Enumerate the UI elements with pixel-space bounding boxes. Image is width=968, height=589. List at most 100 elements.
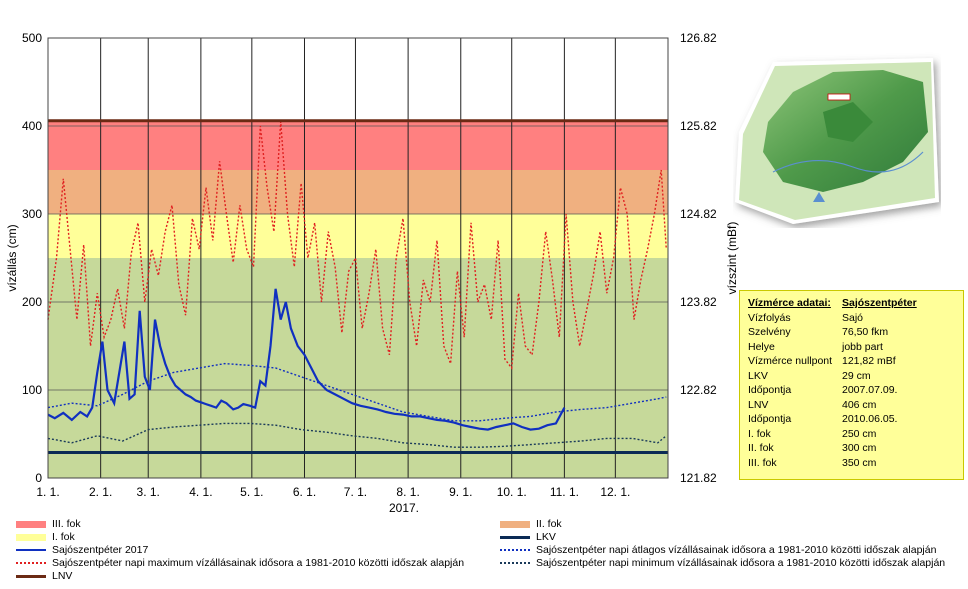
gauge-info-box: Vízmérce adatai: Sajószentpéter Vízfolyá…: [739, 290, 964, 480]
x-tick-label: 10. 1.: [497, 485, 527, 499]
y-tick-label: 500: [22, 31, 42, 45]
info-key: Időpontja: [748, 413, 792, 425]
legend-swatch: [16, 562, 46, 564]
x-tick-label: 5. 1.: [240, 485, 263, 499]
band-iii--fok: [48, 120, 668, 170]
info-row: LNV 406 cm: [748, 398, 963, 413]
info-header: Vízmérce adatai: Sajószentpéter: [748, 296, 963, 311]
info-value: 250 cm: [842, 427, 877, 440]
x-tick-label: 7. 1.: [344, 485, 367, 499]
y2-axis-ticks: 121.82 122.82 123.82 124.82 125.82 126.82: [680, 31, 717, 485]
info-key: Vízmérce nullpont: [748, 355, 833, 367]
y-tick-label: 300: [22, 207, 42, 221]
x-tick-label: 8. 1.: [396, 485, 419, 499]
legend-swatch: [500, 520, 530, 528]
legend-swatch: [16, 533, 46, 541]
info-key: Helye: [748, 340, 775, 353]
info-value: 121,82 mBf: [842, 355, 896, 367]
y2-tick-label: 123.82: [680, 295, 717, 309]
y-tick-label: 100: [22, 383, 42, 397]
legend-label: Sajószentpéter napi átlagos vízállásaina…: [536, 544, 937, 556]
x-tick-label: 12. 1.: [600, 485, 630, 499]
chart-legend: III. fok II. fok I. fok LKV Sajószentpét…: [0, 514, 968, 589]
legend-swatch: [500, 535, 530, 539]
legend-label: LNV: [52, 570, 73, 582]
info-row: III. fok 350 cm: [748, 456, 963, 471]
legend-swatch: [16, 520, 46, 528]
info-value: 29 cm: [842, 369, 871, 382]
info-row: Időpontja 2010.06.05.: [748, 412, 963, 427]
info-row: Vízfolyás Sajó: [748, 311, 963, 326]
legend-swatch: [500, 549, 530, 551]
info-key: I. fok: [748, 427, 771, 440]
y2-tick-label: 121.82: [680, 471, 717, 485]
plot-frame: [47, 37, 669, 479]
y2-tick-label: 125.82: [680, 119, 717, 133]
legend-label: II. fok: [536, 518, 562, 530]
info-row: I. fok 250 cm: [748, 427, 963, 442]
y-tick-label: 400: [22, 119, 42, 133]
legend-item-i-fok: I. fok: [16, 531, 75, 543]
y2-tick-label: 124.82: [680, 207, 717, 221]
info-value: 406 cm: [842, 398, 877, 411]
alert-bands: [48, 120, 668, 478]
x-tick-label: 9. 1.: [449, 485, 472, 499]
y2-tick-label: 122.82: [680, 383, 717, 397]
info-row: II. fok 300 cm: [748, 441, 963, 456]
info-key: Szelvény: [748, 326, 791, 338]
region-map-image: [735, 58, 939, 224]
reference-lines: [48, 119, 668, 454]
info-key: II. fok: [748, 442, 774, 454]
band-ii--fok: [48, 170, 668, 214]
y-axis-ticks: 0 100 200 300 400 500: [22, 31, 42, 485]
info-row: Szelvény 76,50 fkm: [748, 325, 963, 340]
x-tick-label: 3. 1.: [137, 485, 160, 499]
x-tick-label: 1. 1.: [36, 485, 59, 499]
water-level-chart: 0 100 200 300 400 500 121.82 122.82 123.82 124.8…: [5, 31, 739, 514]
info-row: Vízmérce nullpont 121,82 mBf: [748, 354, 963, 369]
x-tick-label: 2. 1.: [89, 485, 112, 499]
legend-label: LKV: [536, 531, 556, 543]
info-key: III. fok: [748, 456, 777, 469]
info-key: Vízfolyás: [748, 311, 791, 324]
legend-label: III. fok: [52, 518, 81, 530]
legend-item-lkv: LKV: [500, 531, 556, 543]
info-header-key: Vízmérce adatai:: [748, 297, 831, 309]
legend-label: Sajószentpéter napi minimum vízállásaina…: [536, 557, 946, 569]
legend-item-maximum: Sajószentpéter napi maximum vízállásaina…: [16, 557, 464, 569]
info-key: Időpontja: [748, 384, 792, 396]
y-tick-label: 0: [35, 471, 42, 485]
legend-item-ii-fok: II. fok: [500, 518, 562, 530]
info-header-value: Sajószentpéter: [842, 297, 917, 309]
legend-item-minimum: Sajószentpéter napi minimum vízállásaina…: [500, 557, 945, 569]
legend-item-average: Sajószentpéter napi átlagos vízállásaina…: [500, 544, 936, 556]
info-value: 350 cm: [842, 456, 877, 469]
y2-tick-label: 126.82: [680, 31, 717, 45]
series-line-2: [47, 121, 667, 370]
info-value: 2010.06.05.: [842, 413, 898, 425]
y2-axis-label: vízszint (mBf): [725, 222, 739, 295]
legend-label: Sajószentpéter napi maximum vízállásaina…: [52, 557, 465, 569]
x-tick-label: 4. 1.: [189, 485, 212, 499]
legend-swatch: [16, 574, 46, 578]
info-key: LKV: [748, 369, 768, 382]
legend-label: I. fok: [52, 531, 75, 543]
info-value: Sajó: [842, 311, 864, 324]
legend-swatch: [16, 549, 46, 551]
legend-label: Sajószentpéter 2017: [52, 544, 149, 556]
legend-item-2017: Sajószentpéter 2017: [16, 544, 148, 556]
y-tick-label: 200: [22, 295, 42, 309]
info-row: Időpontja 2007.07.09.: [748, 383, 963, 398]
x-axis-year-label: 2017.: [389, 501, 419, 514]
info-row: LKV 29 cm: [748, 369, 963, 384]
legend-item-lnv: LNV: [16, 570, 72, 582]
info-key: LNV: [748, 398, 769, 411]
info-value: 300 cm: [842, 442, 877, 454]
x-tick-label: 6. 1.: [293, 485, 316, 499]
band-i--fok: [48, 214, 668, 258]
info-row: Helye jobb part: [748, 340, 963, 355]
info-value: jobb part: [842, 340, 883, 353]
x-axis-ticks: 1. 1. 2. 1. 3. 1. 4. 1. 5. 1. 6. 1. 7. 1. 8. 1.…: [36, 485, 630, 499]
x-tick-label: 11. 1.: [550, 485, 579, 499]
info-value: 2007.07.09.: [842, 384, 898, 396]
